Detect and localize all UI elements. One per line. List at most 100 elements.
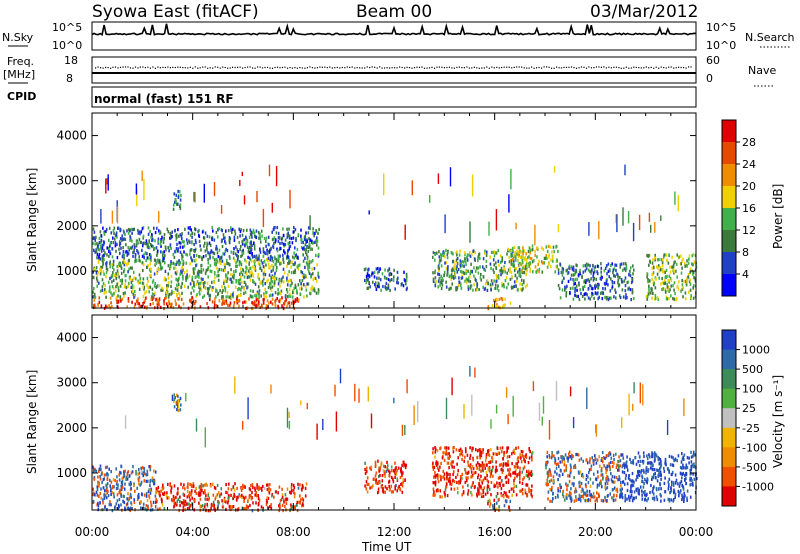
heatmap-cell xyxy=(668,253,670,257)
heatmap-cell xyxy=(433,490,435,494)
heatmap-cell xyxy=(457,267,460,272)
heatmap-cell xyxy=(522,266,524,270)
heatmap-cell xyxy=(293,256,295,260)
heatmap-cell xyxy=(110,231,113,235)
heatmap-cell xyxy=(235,280,237,284)
heatmap-cell xyxy=(381,479,384,483)
nave-dot xyxy=(643,67,645,69)
heatmap-cell xyxy=(499,463,502,467)
heatmap-cell xyxy=(152,244,154,249)
nave-dot xyxy=(227,67,229,69)
heatmap-cell xyxy=(105,264,108,268)
heatmap-cell xyxy=(382,464,385,468)
heatmap-cell xyxy=(538,259,540,263)
heatmap-cell xyxy=(498,505,500,509)
heatmap-cell xyxy=(619,265,621,269)
heatmap-cell xyxy=(202,484,204,488)
heatmap-cell xyxy=(162,492,164,496)
nave-dot xyxy=(496,66,498,68)
nave-dot xyxy=(296,67,298,69)
heatmap-cell xyxy=(561,458,564,462)
heatmap-cell xyxy=(253,242,255,246)
heatmap-cell xyxy=(470,262,472,266)
heatmap-cell xyxy=(225,301,228,305)
heatmap-cell xyxy=(451,275,453,279)
heatmap-cell xyxy=(633,268,635,272)
heatmap-cell xyxy=(235,269,237,273)
heatmap-cell xyxy=(217,291,220,295)
heatmap-cell xyxy=(374,474,377,478)
heatmap-cell xyxy=(95,271,98,275)
heatmap-cell xyxy=(105,271,108,275)
station-title: Syowa East (fitACF) xyxy=(92,2,259,22)
heatmap-cell xyxy=(581,474,583,478)
nave-dot xyxy=(167,66,169,68)
heatmap-cell xyxy=(446,270,449,274)
heatmap-cell xyxy=(170,280,173,284)
heatmap-cell xyxy=(138,302,141,306)
heatmap-cell xyxy=(193,283,195,287)
nave-dot xyxy=(379,66,381,68)
heatmap-cell xyxy=(265,263,267,267)
nave-dot xyxy=(129,67,132,69)
nave-dot xyxy=(590,67,592,69)
heatmap-cell xyxy=(244,270,247,275)
heatmap-cell xyxy=(609,468,611,472)
heatmap-cell xyxy=(520,263,523,267)
heatmap-cell xyxy=(595,477,598,481)
heatmap-cell xyxy=(234,229,236,233)
nave-dot xyxy=(182,67,184,69)
heatmap-cell xyxy=(525,252,527,256)
heatmap-cell xyxy=(494,286,496,290)
heatmap-cell xyxy=(589,297,591,301)
heatmap-cell xyxy=(521,258,524,262)
heatmap-cell xyxy=(212,500,215,504)
heatmap-cell xyxy=(284,251,286,255)
heatmap-cell xyxy=(617,284,620,288)
heatmap-cell xyxy=(582,270,585,274)
heatmap-cell xyxy=(286,283,289,287)
heatmap-cell xyxy=(115,231,118,235)
heatmap-cell xyxy=(257,275,259,279)
heatmap-cell xyxy=(617,478,619,482)
heatmap-cell xyxy=(103,248,105,253)
heatmap-cell xyxy=(592,271,595,275)
heatmap-cell xyxy=(243,300,246,304)
heatmap-cell xyxy=(205,254,207,258)
nave-dot xyxy=(339,67,341,69)
heatmap-cell xyxy=(218,501,220,505)
heatmap-cell xyxy=(188,502,190,506)
heatmap-cell xyxy=(366,272,369,276)
heatmap-cell xyxy=(254,265,257,269)
nave-dot xyxy=(655,66,657,68)
heatmap-cell xyxy=(585,292,587,296)
heatmap-cell xyxy=(567,459,569,463)
heatmap-cell xyxy=(380,461,383,465)
heatmap-cell xyxy=(149,483,151,487)
heatmap-cell xyxy=(566,268,569,272)
heatmap-cell xyxy=(271,276,274,280)
heatmap-cell xyxy=(283,280,285,284)
heatmap-cell xyxy=(179,250,182,254)
heatmap-cell xyxy=(176,242,178,246)
nave-dot xyxy=(184,67,186,69)
heatmap-cell xyxy=(232,251,235,255)
heatmap-cell xyxy=(503,495,505,499)
heatmap-cell xyxy=(136,299,139,304)
heatmap-cell xyxy=(397,281,399,285)
heatmap-cell xyxy=(619,263,622,267)
heatmap-cell xyxy=(200,248,202,252)
heatmap-cell xyxy=(148,496,151,500)
heatmap-cell xyxy=(318,227,320,231)
heatmap-cell xyxy=(460,276,463,280)
heatmap-cell xyxy=(270,300,272,304)
heatmap-cell xyxy=(509,266,511,270)
heatmap-cell xyxy=(554,461,557,465)
heatmap-cell xyxy=(119,237,122,241)
heatmap-cell xyxy=(386,460,388,464)
heatmap-cell xyxy=(481,481,484,485)
heatmap-cell xyxy=(480,469,482,473)
heatmap-cell xyxy=(129,483,132,487)
heatmap-cell xyxy=(303,283,305,287)
heatmap-cell xyxy=(546,480,549,484)
